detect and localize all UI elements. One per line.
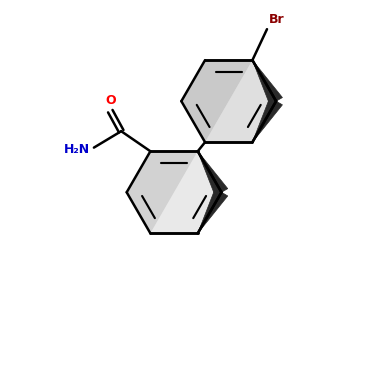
Polygon shape bbox=[252, 98, 282, 142]
Polygon shape bbox=[198, 189, 228, 233]
Polygon shape bbox=[252, 60, 282, 105]
Text: H₂N: H₂N bbox=[64, 143, 90, 156]
Text: Br: Br bbox=[269, 13, 285, 26]
Polygon shape bbox=[205, 60, 276, 142]
Polygon shape bbox=[181, 60, 252, 142]
Text: O: O bbox=[105, 94, 115, 107]
Polygon shape bbox=[150, 151, 221, 233]
Polygon shape bbox=[198, 151, 228, 196]
Polygon shape bbox=[127, 151, 198, 233]
